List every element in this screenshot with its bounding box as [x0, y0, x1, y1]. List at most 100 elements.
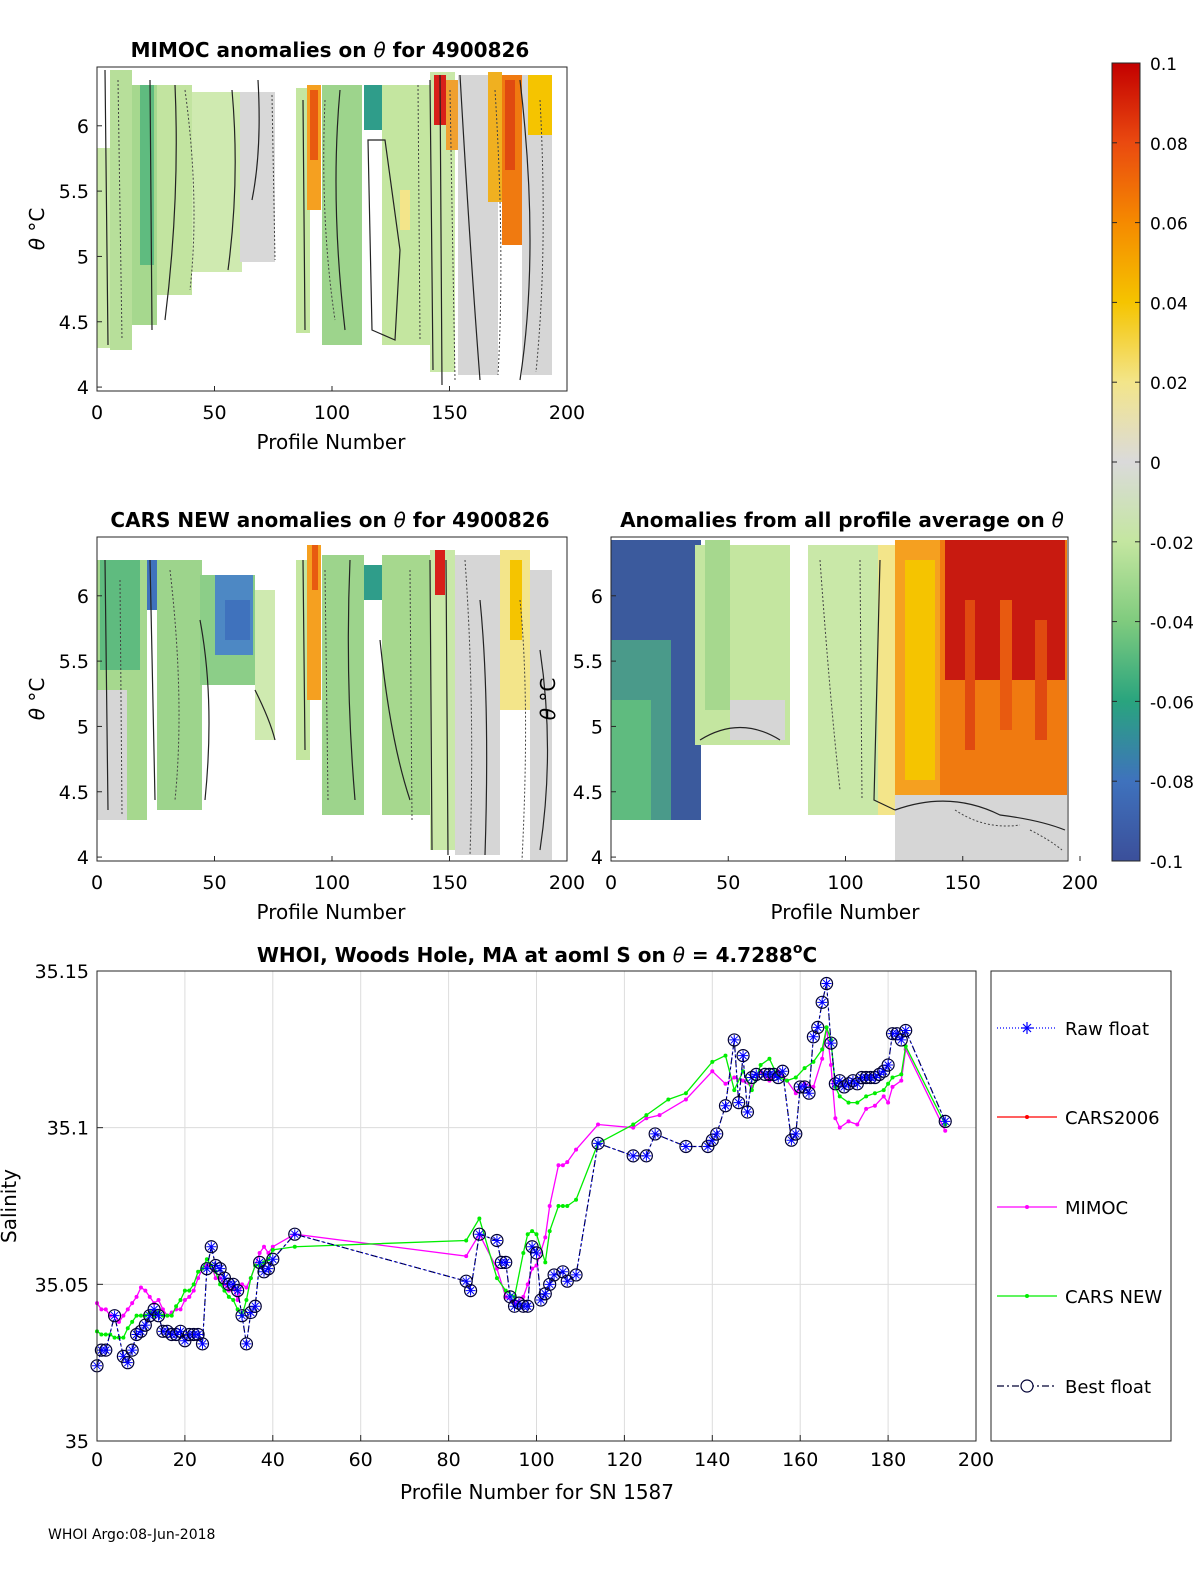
raw-float-point	[751, 1069, 762, 1080]
cars-new-point	[543, 1260, 548, 1265]
mimoc-point	[525, 1282, 530, 1287]
raw-float-point	[746, 1072, 757, 1083]
x-tick-label: 120	[606, 1449, 642, 1471]
legend-item: Best float	[997, 1377, 1151, 1398]
best-float-point	[490, 1233, 504, 1248]
best-float-point	[209, 1258, 223, 1273]
raw-float-point	[847, 1075, 858, 1086]
mimoc-point	[828, 1063, 833, 1067]
x-tick-label: 160	[782, 1449, 818, 1471]
mimoc-title: MIMOC anomalies on θ for 4900826	[131, 38, 530, 62]
x-tick-label: 100	[314, 402, 350, 424]
mimoc-point	[187, 1294, 192, 1299]
cars-new-point	[121, 1335, 126, 1340]
cars-new-point	[890, 1075, 895, 1080]
raw-float-point	[549, 1269, 560, 1280]
cars-new-point	[793, 1075, 798, 1080]
y-tick-label: 4.5	[59, 782, 89, 804]
raw-float-point	[228, 1279, 239, 1290]
cars-new-point	[125, 1326, 130, 1331]
x-tick-label: 0	[605, 872, 617, 894]
best-float-point	[499, 1255, 513, 1270]
x-tick-label: 100	[827, 872, 863, 894]
raw-float-point	[557, 1266, 568, 1277]
y-tick-label: 35.15	[35, 961, 89, 983]
cars-new-point	[574, 1197, 579, 1202]
mimoc-point	[881, 1094, 886, 1099]
mimoc-point	[213, 1276, 218, 1281]
cars-new-point	[477, 1216, 482, 1221]
best-float-point	[543, 1277, 557, 1291]
cars-new-point	[785, 1078, 790, 1083]
cars-new-point	[846, 1100, 851, 1105]
raw-float-point	[891, 1028, 902, 1039]
legend-item: MIMOC	[997, 1198, 1128, 1219]
raw-float-point	[729, 1034, 740, 1045]
raw-float-point	[193, 1329, 204, 1340]
raw-float-point	[540, 1288, 551, 1299]
cars-xlabel: Profile Number	[257, 900, 407, 924]
legend: Raw float CARS2006 MIMOC CARS NEW Best float	[990, 970, 1172, 1442]
raw-float-point	[505, 1291, 516, 1302]
legend-label: CARS2006	[1065, 1108, 1160, 1129]
mimoc-point	[196, 1276, 201, 1281]
mimoc-point	[864, 1106, 869, 1111]
mimoc-point	[547, 1204, 552, 1208]
colorbar-tick-label: 0.08	[1150, 135, 1188, 155]
y-tick-label: 35.1	[47, 1118, 89, 1140]
raw-float-point	[149, 1304, 160, 1315]
best-float-point	[463, 1283, 478, 1298]
best-float-point	[169, 1327, 183, 1342]
mimoc-point	[574, 1147, 579, 1152]
best-float-point	[894, 1033, 908, 1047]
raw-float-point	[773, 1072, 784, 1083]
y-tick-label: 35	[65, 1431, 89, 1453]
cars-new-point	[99, 1332, 104, 1337]
cars-new-point	[244, 1298, 249, 1302]
x-tick-label: 180	[870, 1449, 906, 1471]
y-tick-label: 5.5	[59, 181, 89, 203]
mimoc-point	[244, 1285, 249, 1290]
colorbar-tick-label: 0.1	[1150, 55, 1177, 75]
cars-heatmap	[97, 545, 552, 861]
best-float-point	[538, 1287, 552, 1301]
best-float-point	[266, 1252, 280, 1266]
mimoc-point	[657, 1113, 662, 1118]
raw-float-point	[215, 1263, 226, 1274]
best-float-point	[151, 1309, 166, 1323]
legend-label: Best float	[1065, 1377, 1151, 1398]
cars-new-point	[169, 1313, 174, 1318]
raw-float-point	[733, 1097, 744, 1108]
raw-float-point	[131, 1329, 142, 1340]
cars-new-point	[534, 1232, 539, 1237]
mimoc-point	[710, 1069, 715, 1074]
mimoc-point	[99, 1307, 104, 1312]
avg-ylabel: θ °C	[536, 678, 560, 721]
mimoc-point	[182, 1298, 187, 1302]
mimoc-point	[683, 1097, 688, 1102]
x-tick-label: 200	[549, 872, 585, 894]
cars-new-point	[525, 1232, 530, 1237]
raw-float-point	[790, 1128, 801, 1139]
mimoc-point	[855, 1122, 860, 1127]
legend-marker	[1025, 1294, 1029, 1298]
legend-label: Raw float	[1065, 1019, 1149, 1040]
legend-label: MIMOC	[1065, 1198, 1128, 1219]
cars-ylabel: θ °C	[25, 678, 49, 721]
mimoc-point	[143, 1288, 148, 1293]
best-float-point	[138, 1318, 152, 1332]
best-float-point	[710, 1127, 724, 1141]
mimoc-point	[560, 1163, 565, 1168]
raw-float-point	[896, 1034, 907, 1045]
cars-new-point	[824, 1025, 829, 1030]
raw-float-point	[650, 1128, 661, 1139]
raw-float-point	[812, 1022, 823, 1033]
raw-float-point	[250, 1301, 261, 1312]
best-float-point	[727, 1033, 741, 1047]
x-tick-label: 150	[431, 402, 467, 424]
best-float-point	[204, 1240, 218, 1254]
cars-new-point	[464, 1238, 469, 1243]
raw-float-point	[219, 1273, 230, 1284]
best-float-point	[806, 1030, 820, 1044]
cars-new-point	[631, 1122, 636, 1127]
